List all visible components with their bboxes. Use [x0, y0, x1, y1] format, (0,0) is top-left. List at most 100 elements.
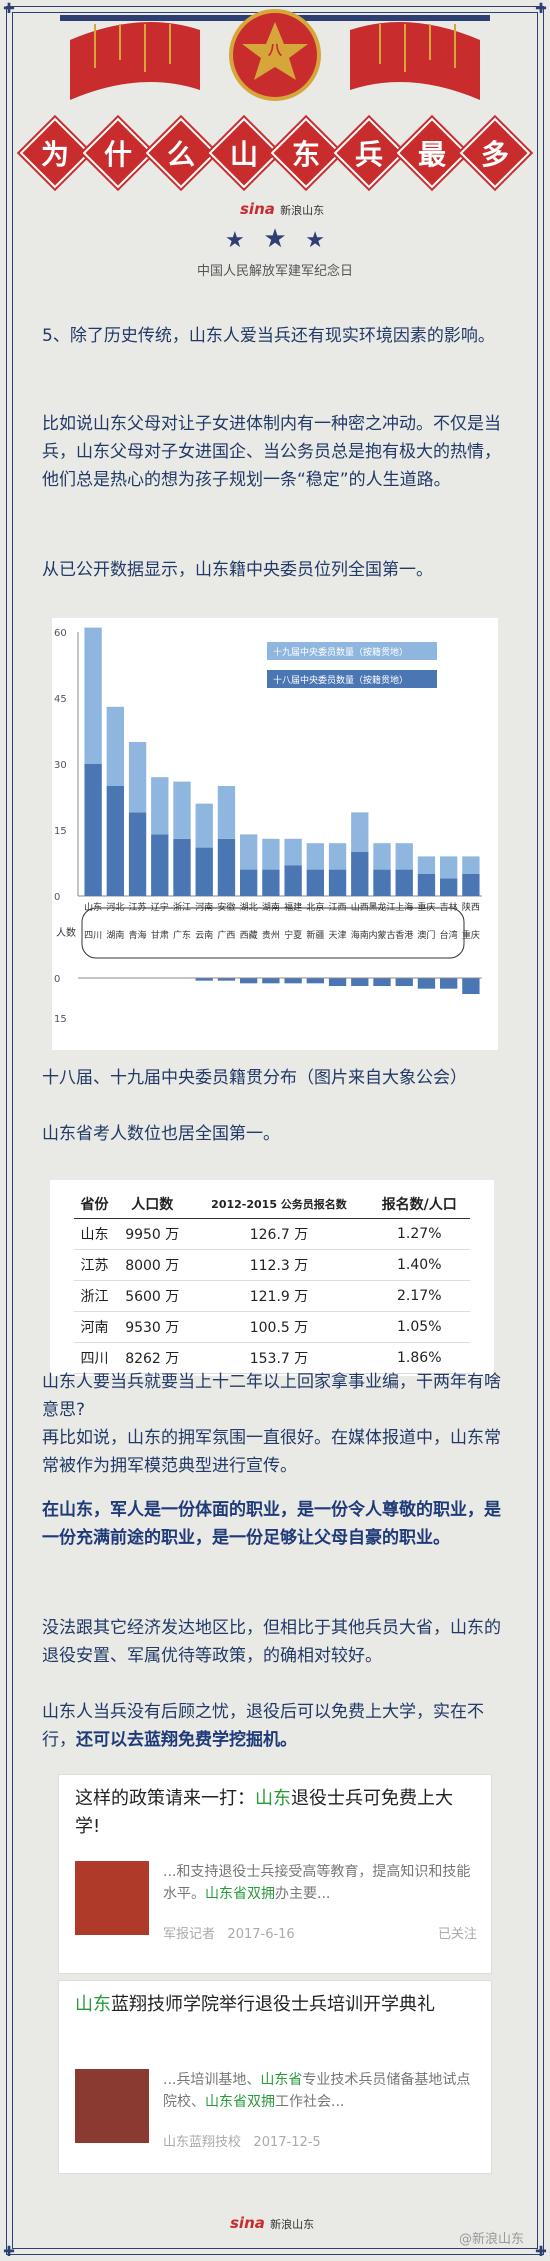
bottom-category-label: 湖南 — [106, 929, 124, 941]
bottom-category-label: 香港 — [395, 929, 413, 941]
bar-19th — [84, 627, 102, 764]
header: 八 为 什 么 山 东 兵 最 多 sina 新浪山东 ★ ★ ★ 中国人民解放… — [0, 0, 550, 330]
bottom-category-label: 青海 — [129, 929, 147, 941]
banner-graphic — [60, 9, 490, 101]
card-description: ...和支持退役士兵接受高等教育，提高知识和技能水平。山东省双拥办主要... — [163, 1864, 471, 1902]
table-header: 报名数/人口 — [368, 1190, 470, 1219]
x-tick-label: 吉林 — [440, 901, 458, 913]
corner-ornament-icon: ✚ — [535, 1, 547, 17]
bottom-category-label: 西藏 — [240, 929, 258, 941]
watermark: @新浪山东 — [458, 2232, 524, 2247]
x-tick-label: 安徽 — [217, 901, 235, 913]
star-icon: ★ — [263, 224, 287, 254]
table-cell: 山东 — [74, 1218, 116, 1250]
bar-18th — [240, 869, 258, 896]
paragraph: 再比如说，山东的拥军氛围一直很好。在媒体报道中，山东常常被作为拥军模范典型进行宣… — [42, 1428, 501, 1476]
bar-18th — [195, 847, 213, 896]
bar-18th — [462, 874, 480, 896]
card-meta: 军报记者 2017-6-16 已关注 — [163, 1923, 477, 1942]
bottom-bar — [217, 978, 236, 981]
table-cell: 153.7 万 — [189, 1342, 369, 1374]
bar-18th — [284, 865, 302, 896]
bar-18th — [151, 834, 169, 896]
bottom-category-label: 广东 — [173, 929, 191, 941]
title-char: 山 — [208, 117, 279, 189]
y-tick-label: 45 — [54, 694, 67, 705]
bottom-category-label: 广西 — [217, 929, 235, 941]
title-char: 为 — [19, 117, 91, 189]
x-tick-label: 辽宁 — [151, 901, 169, 913]
paragraph: 比如说山东父母对让子女进体制内有一种密之冲动。不仅是当兵，山东父母对子女进国企、… — [42, 414, 501, 490]
bottom-category-label: 云南 — [195, 929, 213, 941]
card-thumbnail[interactable] — [75, 1861, 149, 1935]
bar-19th — [106, 706, 124, 786]
table-cell: 112.3 万 — [189, 1249, 369, 1281]
bar-19th — [306, 843, 324, 870]
bar-19th — [417, 856, 436, 874]
page-title: 为 什 么 山 东 兵 最 多 — [19, 117, 531, 189]
bar-18th — [173, 838, 191, 896]
y-tick-label: 15 — [54, 826, 67, 837]
star-icon: ★ — [225, 228, 245, 253]
title-char: 最 — [396, 117, 468, 189]
article-card[interactable]: 山东蓝翔技师学院举行退役士兵培训开学典礼 ...兵培训基地、山东省专业技术兵员储… — [58, 1980, 492, 2174]
bottom-bar — [351, 978, 369, 986]
x-tick-label: 河北 — [106, 901, 124, 913]
y-axis-label: 人数 — [56, 926, 76, 939]
table-cell: 浙江 — [74, 1280, 116, 1312]
legend-label: 十九届中央委员数量（按籍贯地） — [273, 646, 408, 658]
paragraph-text: 山东人当兵没有后顾之忧，退役后可以免费上大学，实在不行， — [42, 1702, 484, 1750]
bottom-label-frame — [81, 907, 465, 959]
article-card[interactable]: 这样的政策请来一打：山东退役士兵可免费上大学! ...和支持退役士兵接受高等教育… — [58, 1774, 492, 1974]
table-cell: 四川 — [74, 1342, 116, 1374]
x-tick-label: 北京 — [306, 901, 324, 913]
stars-decoration: ★ ★ ★ — [225, 224, 325, 254]
y-tick-label: 15 — [54, 1014, 67, 1025]
bar-19th — [217, 786, 236, 839]
bottom-bar — [328, 978, 347, 986]
x-tick-label: 陕西 — [462, 901, 480, 913]
table-cell: 100.5 万 — [189, 1311, 369, 1343]
bottom-category-label: 新疆 — [306, 929, 324, 941]
card-description: ...兵培训基地、山东省专业技术兵员储备基地试点院校、山东省双拥工作社会... — [163, 2072, 471, 2110]
bar-19th — [284, 838, 302, 866]
paragraph: 山东人当兵没有后顾之忧，退役后可以免费上大学，实在不行，还可以去蓝翔免费学挖掘机… — [42, 1698, 508, 1754]
card-title[interactable]: 这样的政策请来一打：山东退役士兵可免费上大学! — [75, 1788, 453, 1837]
table-cell: 2.17% — [368, 1280, 470, 1312]
title-char: 什 — [82, 117, 154, 189]
title-char: 东 — [271, 117, 342, 189]
paragraph: 没法跟其它经济发达地区比，但相比于其他兵员大省，山东的退役安置、军属优待等政策，… — [42, 1618, 501, 1666]
bottom-category-label: 四川 — [84, 931, 102, 941]
paragraph-emphasis: 还可以去蓝翔免费学挖掘机。 — [76, 1730, 297, 1750]
x-tick-label: 浙江 — [173, 901, 191, 913]
bar-19th — [395, 843, 413, 870]
table-cell: 1.27% — [368, 1218, 470, 1250]
title-char: 兵 — [333, 117, 405, 189]
card-meta: 山东蓝翔技校 2017-12-5 — [163, 2131, 477, 2150]
bottom-bar — [195, 978, 213, 981]
corner-ornament-icon: ✚ — [3, 2244, 15, 2260]
card-thumbnail[interactable] — [75, 2069, 149, 2143]
x-tick-label: 重庆 — [417, 901, 435, 913]
table-cell: 1.86% — [368, 1342, 470, 1374]
follow-status[interactable]: 已关注 — [437, 1927, 477, 1942]
card-source: 山东蓝翔技校 — [163, 2135, 242, 2150]
table-header: 2012-2015 公务员报名数 — [189, 1190, 369, 1219]
bar-18th — [306, 869, 324, 896]
bar-18th — [328, 869, 347, 896]
bar-19th — [328, 843, 347, 870]
bottom-bar — [373, 978, 391, 986]
title-char: 么 — [145, 117, 217, 189]
bottom-category-label: 澳门 — [417, 929, 435, 941]
table-cell: 河南 — [74, 1311, 116, 1343]
bottom-category-label: 海南 — [351, 929, 369, 941]
image-caption: 十八届、十九届中央委员籍贯分布（图片来自大象公会） — [42, 1068, 467, 1088]
bar-19th — [151, 777, 169, 835]
title-char: 多 — [459, 117, 531, 189]
bar-19th — [373, 843, 391, 870]
bar-19th — [240, 834, 258, 870]
card-title[interactable]: 山东蓝翔技师学院举行退役士兵培训开学典礼 — [75, 1994, 435, 2015]
table-row: 江苏 8000 万 112.3 万 1.40% — [74, 1249, 470, 1281]
